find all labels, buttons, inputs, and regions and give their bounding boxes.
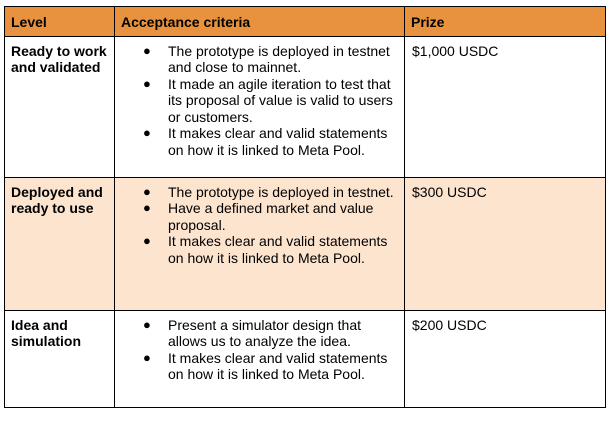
criteria-item: ● It makes clear and valid statements on … [115,125,396,158]
bullet-icon: ● [143,75,151,91]
criteria-text: It makes clear and valid statements on h… [168,125,388,158]
criteria-text: Have a defined market and value proposal… [168,200,374,233]
table-body: Ready to work and validated ● The prototyp… [4,35,606,408]
bullet-icon: ● [143,42,151,58]
criteria-text: It made an agile iteration to test that … [168,75,393,125]
criteria-list: ● The prototype is deployed in testnet an… [115,43,396,159]
level-cell: Ready to work and validated [4,35,115,178]
header-acceptance-criteria: Acceptance criteria [114,6,405,37]
prize-levels-table: Level Acceptance criteria Prize Ready to… [4,6,606,408]
table-header: Level Acceptance criteria Prize [4,6,606,37]
prize-cell: $200 USDC [404,309,606,408]
level-cell: Idea and simulation [4,309,115,408]
header-prize: Prize [404,6,606,37]
criteria-text: The prototype is deployed in testnet. [168,183,394,200]
table-row: Deployed and ready to use ● The prototype … [4,176,606,311]
bullet-icon: ● [143,125,151,140]
criteria-cell: ● The prototype is deployed in testnet an… [114,35,405,178]
bullet-icon: ● [143,183,151,199]
criteria-cell: ● Present a simulator design that allows … [114,309,405,408]
table-row: Ready to work and validated ● The prototyp… [4,35,606,178]
criteria-text: It makes clear and valid statements on h… [168,233,388,266]
criteria-item: ● Present a simulator design that allows … [115,317,396,350]
header-level: Level [4,6,115,37]
criteria-item: ● The prototype is deployed in testnet an… [115,43,396,76]
criteria-cell: ● The prototype is deployed in testnet. ● H… [114,176,405,311]
criteria-item: ● It makes clear and valid statements on … [115,350,396,383]
prize-cell: $300 USDC [404,176,606,311]
bullet-icon: ● [143,233,151,248]
table-row: Idea and simulation ● Present a simulator … [4,309,606,408]
bullet-icon: ● [143,200,151,215]
criteria-list: ● The prototype is deployed in testnet. ● H… [115,184,396,267]
criteria-item: ● It made an agile iteration to test that… [115,76,396,126]
criteria-text: It makes clear and valid statements on h… [168,349,388,383]
prize-cell: $1,000 USDC [404,35,606,178]
criteria-item: ● Have a defined market and value proposa… [115,200,396,233]
bullet-icon: ● [143,316,151,332]
criteria-item: ● The prototype is deployed in testnet. [115,184,396,201]
criteria-text: Present a simulator design that allows u… [168,316,361,350]
level-cell: Deployed and ready to use [4,176,115,311]
criteria-list: ● Present a simulator design that allows … [115,317,396,383]
bullet-icon: ● [143,349,151,365]
criteria-text: The prototype is deployed in testnet and… [168,42,390,76]
criteria-item: ● It makes clear and valid statements on … [115,233,396,266]
header-row: Level Acceptance criteria Prize [4,6,606,37]
